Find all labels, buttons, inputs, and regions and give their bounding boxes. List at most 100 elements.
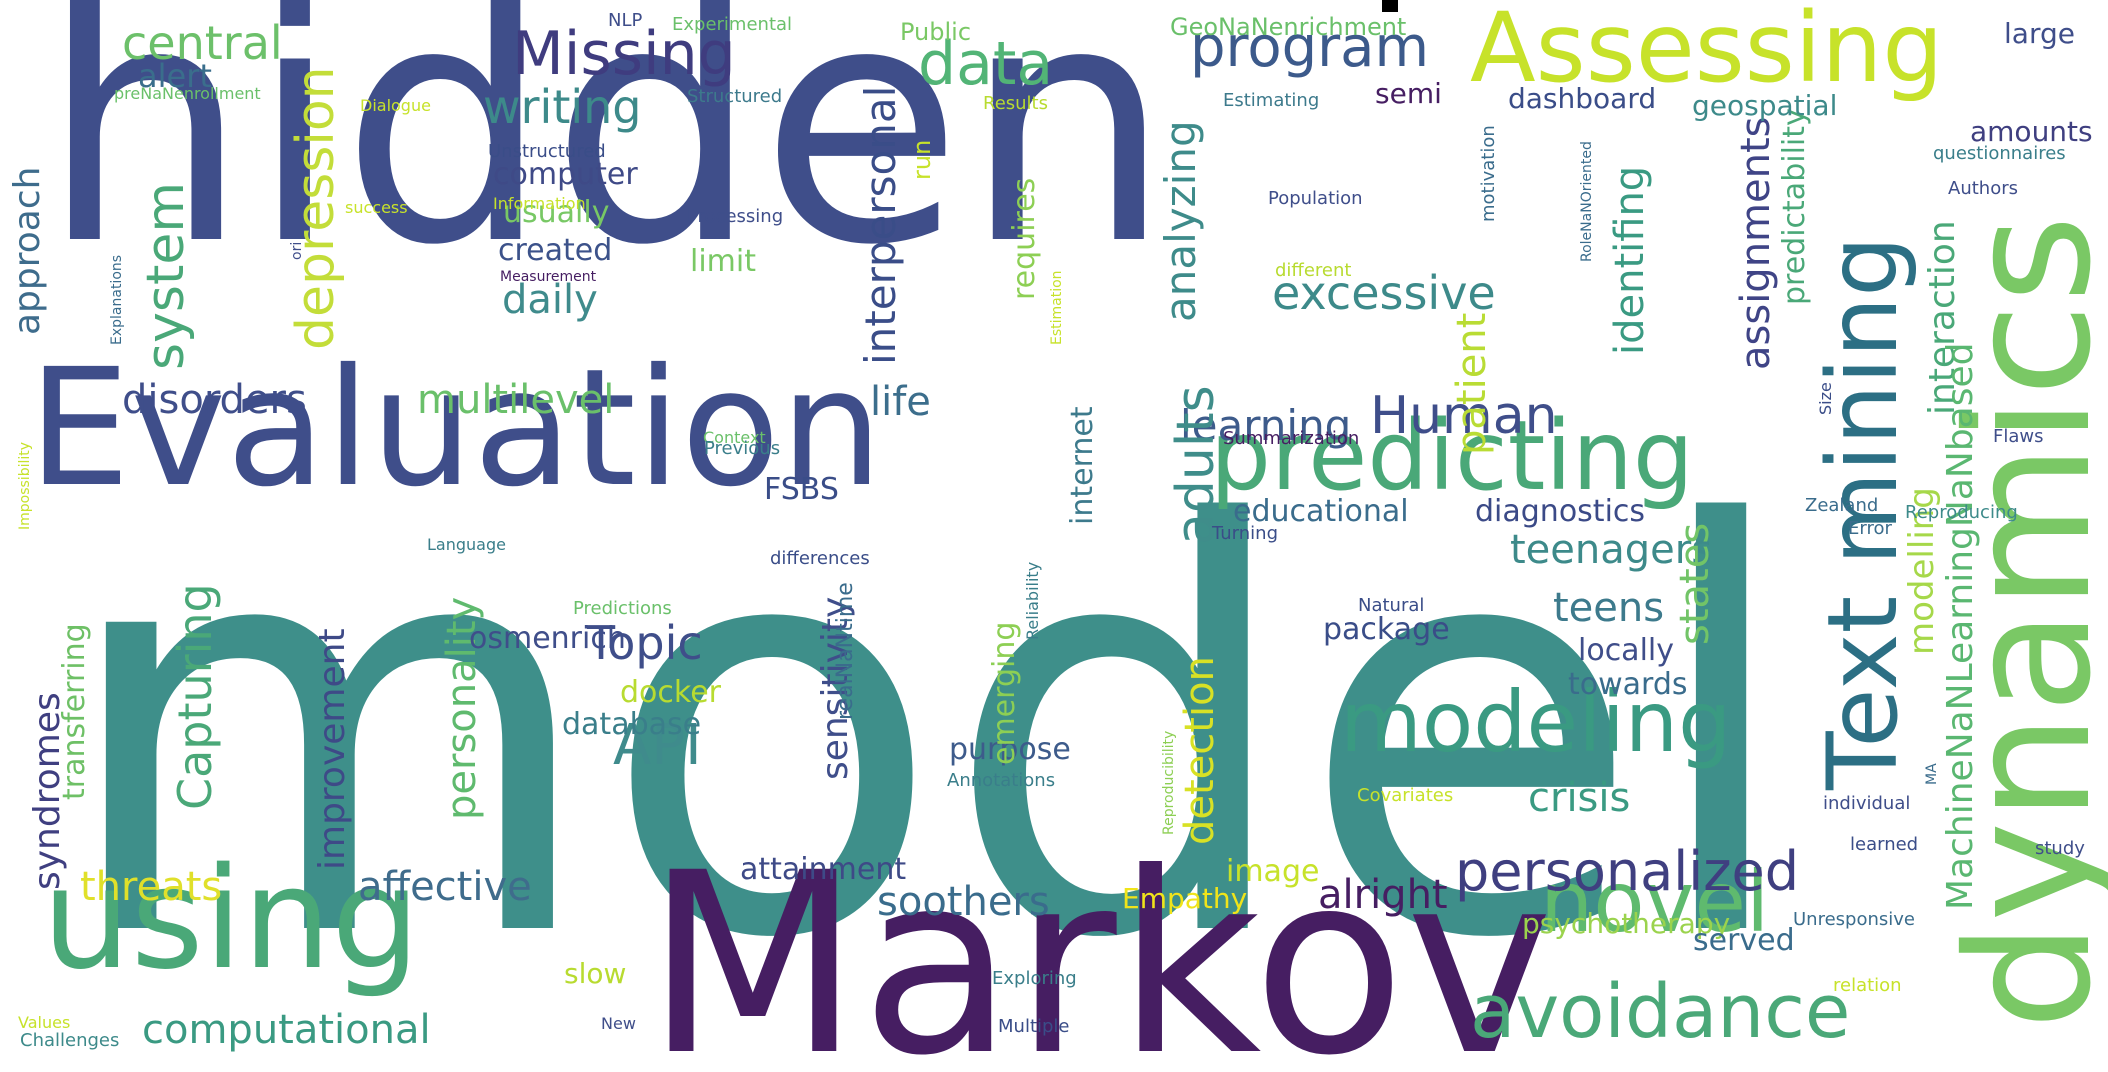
word-hidden: hidden bbox=[40, 0, 1172, 317]
word-served: served bbox=[1693, 923, 1795, 958]
word-unresponsive: Unresponsive bbox=[1793, 909, 1915, 930]
word-teens: teens bbox=[1553, 585, 1665, 631]
word-alright: alright bbox=[1318, 872, 1448, 918]
word-system: system bbox=[136, 182, 196, 370]
word-different: different bbox=[1275, 260, 1352, 281]
word-run: run bbox=[908, 139, 936, 180]
word-improvement: improvement bbox=[312, 628, 353, 870]
word-identifing: identifing bbox=[1607, 165, 1653, 355]
word-computational: computational bbox=[142, 1007, 431, 1053]
word-depression: depression bbox=[286, 66, 346, 350]
word-created: created bbox=[498, 233, 613, 268]
word-machinenanlearningnanbased: MachineNaNLearningNaNbased bbox=[1940, 342, 1981, 911]
word-alert: alert bbox=[138, 57, 212, 95]
word-estimating: Estimating bbox=[1223, 90, 1320, 111]
word-human: Human bbox=[1370, 386, 1558, 446]
word-language: Language bbox=[427, 535, 506, 554]
word-ori: ori bbox=[289, 241, 305, 260]
word-realnantime: realNaNtime bbox=[833, 582, 858, 720]
word-processing: Processing bbox=[687, 206, 784, 227]
word-writing: writing bbox=[483, 80, 642, 134]
word-authors: Authors bbox=[1948, 178, 2018, 199]
word-threats: threats bbox=[80, 864, 223, 910]
word-assessing: Assessing bbox=[1470, 0, 1944, 104]
word-computer: computer bbox=[493, 157, 638, 192]
word-summarization: Summarization bbox=[1223, 428, 1360, 449]
word-context: Context bbox=[703, 428, 766, 447]
word-affective: affective bbox=[358, 864, 532, 910]
word-experimental: Experimental bbox=[672, 14, 793, 35]
word-modeling: modeling bbox=[1340, 673, 1732, 771]
word-geospatial: geospatial bbox=[1692, 89, 1838, 122]
word-educational: educational bbox=[1233, 494, 1409, 529]
word-covariates: Covariates bbox=[1357, 785, 1454, 806]
word-new: New bbox=[601, 1014, 636, 1033]
word-learned: learned bbox=[1850, 834, 1919, 855]
word-docker: docker bbox=[620, 675, 721, 710]
word-reliability: Reliability bbox=[1023, 561, 1042, 640]
word-predictability: predictability bbox=[1777, 108, 1812, 305]
word-evaluation: Evaluation bbox=[28, 335, 883, 523]
word-topic: Topic bbox=[587, 616, 703, 670]
word-multilevel: multilevel bbox=[417, 377, 615, 423]
word-life: life bbox=[870, 379, 931, 425]
word-prenanenrollment: preNaNenrollment bbox=[114, 84, 261, 103]
word-explanations: Explanations bbox=[109, 254, 125, 345]
word-capturing: Capturing bbox=[168, 583, 222, 810]
word-usually: usually bbox=[503, 195, 610, 230]
word-large: large bbox=[2004, 17, 2075, 50]
word-exploring: Exploring bbox=[992, 968, 1077, 989]
word-annotations: Annotations bbox=[947, 770, 1056, 791]
word-dialogue: Dialogue bbox=[360, 96, 431, 115]
word-reproducibility: Reproducibility bbox=[1161, 730, 1177, 835]
word-previous: Previous bbox=[704, 438, 781, 459]
word-results: Results bbox=[983, 93, 1048, 114]
word-attainment: attainment bbox=[740, 852, 907, 887]
word-purpose: purpose bbox=[949, 732, 1071, 767]
word-semi: semi bbox=[1375, 77, 1442, 110]
word-population: Population bbox=[1268, 188, 1363, 209]
word-transferring: transferring bbox=[57, 623, 92, 800]
word-nlp: NLP bbox=[608, 10, 643, 31]
word-zealand: Zealand bbox=[1805, 495, 1879, 516]
word-error: Error bbox=[1848, 518, 1892, 539]
word-crisis: crisis bbox=[1528, 775, 1631, 821]
word-geonanenrichment: GeoNaNenrichment bbox=[1170, 13, 1407, 41]
word-predicting: predicting bbox=[1210, 400, 1694, 512]
word-interpersonal: interpersonal bbox=[856, 85, 905, 365]
word-rolenanoriented: RoleNaNOriented bbox=[1579, 141, 1595, 262]
word-database: database bbox=[562, 707, 702, 742]
word-personalized: personalized bbox=[1455, 840, 1800, 903]
word-ma: MA bbox=[1924, 763, 1940, 785]
word-excessive: excessive bbox=[1272, 266, 1496, 320]
word-missing: Missing bbox=[512, 19, 736, 89]
word-patient: patient bbox=[1449, 312, 1495, 455]
word-natural: Natural bbox=[1358, 595, 1425, 616]
word-public: Public bbox=[900, 18, 972, 46]
word-internet: internet bbox=[1065, 406, 1100, 525]
word-diagnostics: diagnostics bbox=[1475, 494, 1646, 529]
word-assignments: assignments bbox=[1733, 116, 1779, 371]
word-locally: locally bbox=[1578, 633, 1674, 668]
word-adults: adults bbox=[1166, 385, 1226, 545]
word-individual: individual bbox=[1823, 793, 1911, 814]
word-information: Information bbox=[493, 194, 586, 213]
word-novel: novel bbox=[1540, 853, 1770, 951]
word-questionnaires: questionnaires bbox=[1933, 143, 2066, 164]
word-towards: towards bbox=[1568, 667, 1688, 702]
word-package: package bbox=[1323, 612, 1450, 647]
word-markov: Markov bbox=[645, 819, 1554, 1072]
word-soothers: soothers bbox=[877, 879, 1050, 925]
word-daily: daily bbox=[502, 277, 598, 323]
word-motivation: motivation bbox=[1478, 125, 1499, 222]
word-image: image bbox=[1226, 854, 1320, 889]
word-detection: detection bbox=[1177, 656, 1223, 845]
word-osmenrich: osmenrich bbox=[469, 621, 626, 656]
word-differences: differences bbox=[770, 548, 870, 569]
word-api: API bbox=[613, 713, 702, 778]
word-size: Size bbox=[1816, 382, 1835, 415]
word-impossibility: Impossibility bbox=[17, 441, 33, 530]
word-using: using bbox=[42, 838, 421, 1001]
